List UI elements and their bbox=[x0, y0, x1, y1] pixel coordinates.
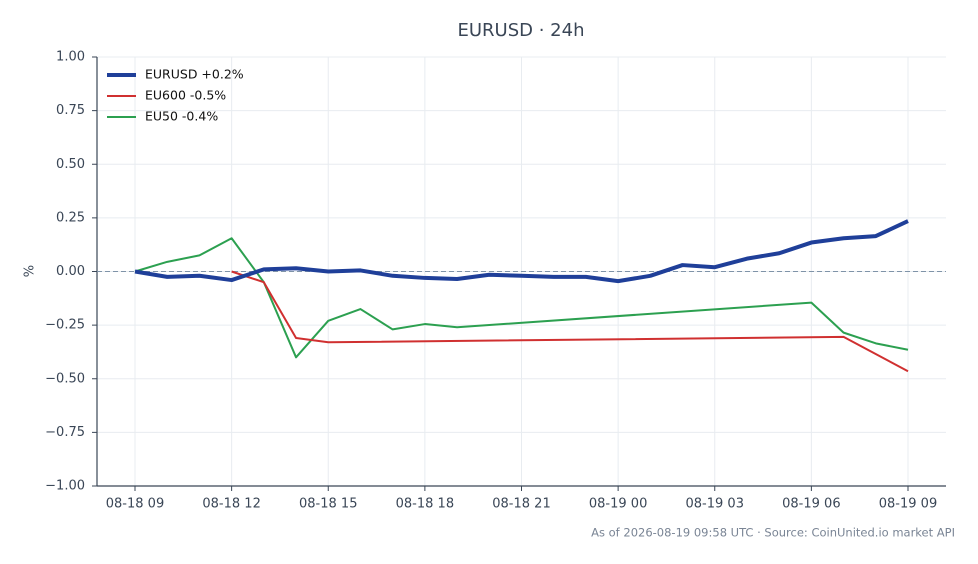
series-line bbox=[134, 237, 909, 359]
series-line bbox=[231, 270, 909, 373]
x-tick-label: 08-18 09 bbox=[106, 497, 164, 512]
y-tick-label: 1.00 bbox=[56, 50, 85, 65]
legend-label: EU50 -0.4% bbox=[145, 109, 218, 124]
legend-label: EU600 -0.5% bbox=[145, 88, 226, 103]
x-tick-label: 08-18 21 bbox=[492, 497, 550, 512]
x-tick-label: 08-19 06 bbox=[782, 497, 840, 512]
y-tick-label: −1.00 bbox=[45, 479, 85, 494]
y-tick-label: 0.75 bbox=[56, 103, 85, 118]
y-tick-label: −0.50 bbox=[45, 371, 85, 386]
x-tick-label: 08-19 03 bbox=[686, 497, 744, 512]
y-tick-label: −0.25 bbox=[45, 318, 85, 333]
y-tick-label: 0.00 bbox=[56, 264, 85, 279]
y-tick-label: −0.75 bbox=[45, 425, 85, 440]
series-line bbox=[134, 219, 909, 284]
x-tick-label: 08-19 00 bbox=[589, 497, 647, 512]
x-tick-label: 08-18 12 bbox=[202, 497, 260, 512]
x-tick-label: 08-18 15 bbox=[299, 497, 357, 512]
y-tick-label: 0.50 bbox=[56, 157, 85, 172]
chart-title: EURUSD · 24h bbox=[458, 20, 585, 41]
legend-label: EURUSD +0.2% bbox=[145, 67, 244, 82]
y-axis-label: % bbox=[23, 265, 38, 277]
footnote: As of 2026-08-19 09:58 UTC · Source: Coi… bbox=[591, 526, 955, 540]
x-tick-label: 08-18 18 bbox=[396, 497, 454, 512]
x-tick-label: 08-19 09 bbox=[879, 497, 937, 512]
y-tick-label: 0.25 bbox=[56, 210, 85, 225]
